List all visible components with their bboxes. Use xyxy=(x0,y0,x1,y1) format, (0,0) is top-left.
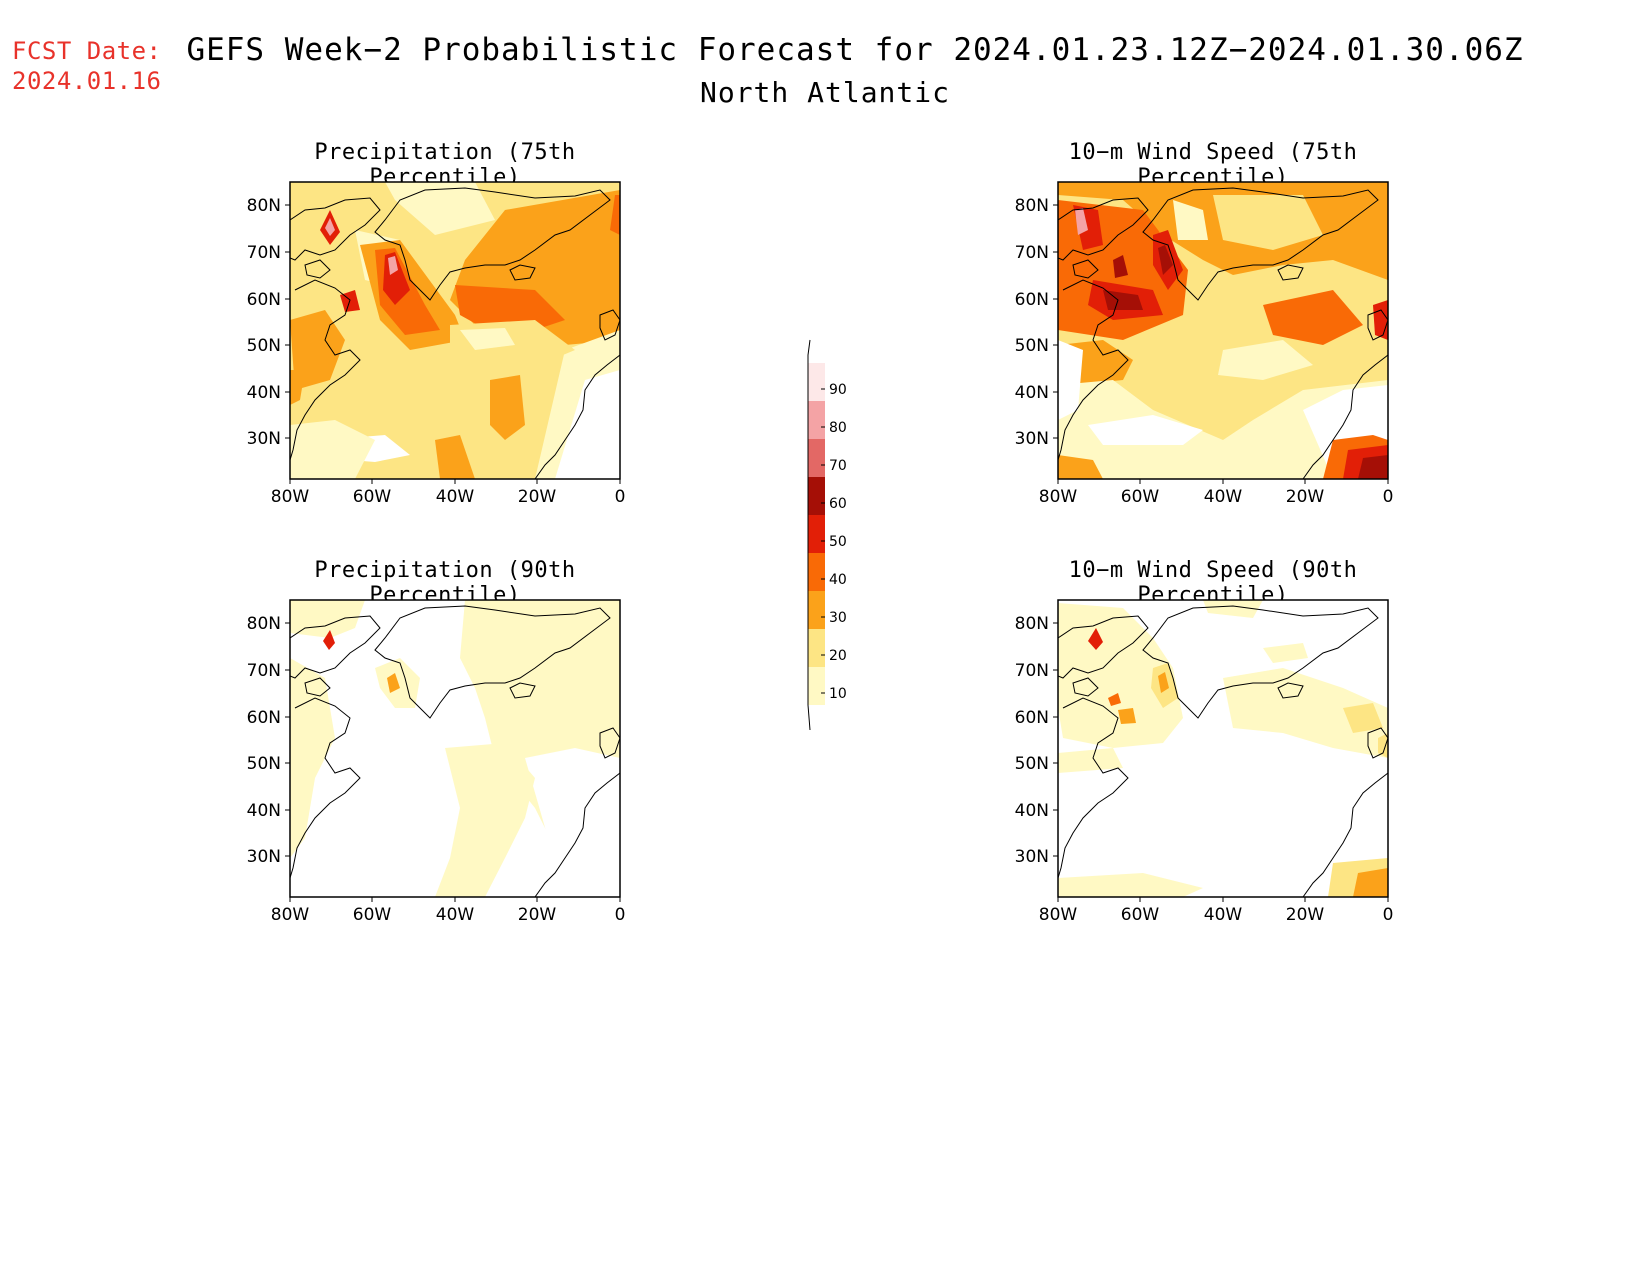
lat-tick: 70N xyxy=(247,243,281,263)
lat-tick: 30N xyxy=(1015,847,1049,867)
colorbar-swatch xyxy=(808,401,825,439)
colorbar-label: 20 xyxy=(829,648,847,664)
coastlines xyxy=(1058,605,1388,897)
lon-tick: 80W xyxy=(1039,487,1078,507)
page-subtitle: North Atlantic xyxy=(699,76,950,109)
lat-axis: 80N 70N 60N 50N 40N 30N xyxy=(247,614,290,867)
colorbar-label: 10 xyxy=(829,686,847,702)
lat-tick: 50N xyxy=(247,336,281,356)
lon-tick: 80W xyxy=(1039,905,1078,925)
colorbar-swatch xyxy=(808,439,825,477)
lon-axis: 80W 60W 40W 20W 0 xyxy=(1039,479,1394,507)
colorbar-swatch xyxy=(808,629,825,667)
lon-tick: 40W xyxy=(1204,905,1243,925)
lon-tick: 40W xyxy=(436,905,475,925)
colorbar: 10 20 30 40 50 60 70 80 90 xyxy=(807,339,847,731)
panel-wind-75: 10−m Wind Speed (75th Percentile) xyxy=(1003,140,1423,530)
lon-tick: 0 xyxy=(1383,487,1394,507)
colorbar-label: 30 xyxy=(829,610,847,626)
lat-tick: 80N xyxy=(1015,196,1049,216)
lat-tick: 70N xyxy=(1015,243,1049,263)
coastlines xyxy=(290,605,620,897)
lat-tick: 80N xyxy=(247,196,281,216)
lat-tick: 60N xyxy=(247,708,281,728)
lat-tick: 60N xyxy=(1015,708,1049,728)
panel-wind-90: 10−m Wind Speed (90th Percentile) xyxy=(1003,558,1423,948)
lat-tick: 60N xyxy=(1015,290,1049,310)
coastlines xyxy=(1058,187,1388,479)
colorbar-swatch xyxy=(808,515,825,553)
lat-axis: 80N 70N 60N 50N 40N 30N xyxy=(1015,614,1058,867)
colorbar-swatch xyxy=(808,553,825,591)
colorbar-swatch xyxy=(808,667,825,705)
lat-tick: 30N xyxy=(247,847,281,867)
colorbar-swatch xyxy=(808,477,825,515)
lon-tick: 0 xyxy=(615,905,626,925)
lon-tick: 20W xyxy=(1286,487,1325,507)
lat-tick: 70N xyxy=(247,661,281,681)
lon-tick: 20W xyxy=(518,487,557,507)
coastlines xyxy=(290,187,620,479)
lat-tick: 30N xyxy=(247,429,281,449)
lon-tick: 60W xyxy=(1121,487,1160,507)
lon-tick: 80W xyxy=(271,905,310,925)
lat-tick: 50N xyxy=(247,754,281,774)
lon-tick: 40W xyxy=(436,487,475,507)
colorbar-swatch xyxy=(808,591,825,629)
panel-precip-75: Precipitation (75th Percentile) xyxy=(235,140,655,530)
lat-tick: 70N xyxy=(1015,661,1049,681)
lon-tick: 60W xyxy=(353,487,392,507)
lat-axis: 80N 70N 60N 50N 40N 30N xyxy=(1015,196,1058,449)
map-precip-90: 80N 70N 60N 50N 40N 30N 80W 60W 40W 20W … xyxy=(247,599,626,925)
fcst-date: 2024.01.16 xyxy=(12,67,162,95)
lon-tick: 60W xyxy=(1121,905,1160,925)
lon-tick: 60W xyxy=(353,905,392,925)
lat-tick: 50N xyxy=(1015,754,1049,774)
lat-tick: 80N xyxy=(1015,614,1049,634)
lat-tick: 40N xyxy=(1015,383,1049,403)
lon-tick: 0 xyxy=(1383,905,1394,925)
colorbar-swatches xyxy=(808,363,825,705)
colorbar-label: 90 xyxy=(829,382,847,398)
map-precip-75: 80N 70N 60N 50N 40N 30N 80W 60W 40W 20W … xyxy=(247,181,626,507)
forecast-date-label: FCST Date: 2024.01.16 xyxy=(12,36,162,96)
lat-tick: 40N xyxy=(247,383,281,403)
lon-tick: 80W xyxy=(271,487,310,507)
colorbar-label: 80 xyxy=(829,420,847,436)
lat-tick: 40N xyxy=(247,801,281,821)
lat-axis: 80N 70N 60N 50N 40N 30N xyxy=(247,196,290,449)
colorbar-label: 70 xyxy=(829,458,847,474)
colorbar-label: 50 xyxy=(829,534,847,550)
lat-tick: 40N xyxy=(1015,801,1049,821)
fcst-label: FCST Date: xyxy=(12,37,162,65)
colorbar-swatch xyxy=(808,363,825,401)
colorbar-label: 60 xyxy=(829,496,847,512)
page-title: GEFS Week−2 Probabilistic Forecast for 2… xyxy=(186,32,1524,68)
lon-tick: 20W xyxy=(518,905,557,925)
colorbar-edge xyxy=(807,339,811,731)
lat-tick: 50N xyxy=(1015,336,1049,356)
lat-tick: 30N xyxy=(1015,429,1049,449)
lon-axis: 80W 60W 40W 20W 0 xyxy=(271,897,626,925)
colorbar-labels: 10 20 30 40 50 60 70 80 90 xyxy=(821,382,847,702)
lat-tick: 60N xyxy=(247,290,281,310)
colorbar-label: 40 xyxy=(829,572,847,588)
lon-tick: 40W xyxy=(1204,487,1243,507)
lon-tick: 0 xyxy=(615,487,626,507)
panel-title: Precipitation (90th Percentile) xyxy=(314,558,576,608)
lon-tick: 20W xyxy=(1286,905,1325,925)
lon-axis: 80W 60W 40W 20W 0 xyxy=(271,479,626,507)
lat-tick: 80N xyxy=(247,614,281,634)
map-wind-90: 80N 70N 60N 50N 40N 30N 80W 60W 40W 20W … xyxy=(1015,599,1394,925)
panel-precip-90: Precipitation (90th Percentile) xyxy=(235,558,655,948)
lon-axis: 80W 60W 40W 20W 0 xyxy=(1039,897,1394,925)
map-wind-75: 80N 70N 60N 50N 40N 30N 80W 60W 40W 20W … xyxy=(1015,181,1394,507)
